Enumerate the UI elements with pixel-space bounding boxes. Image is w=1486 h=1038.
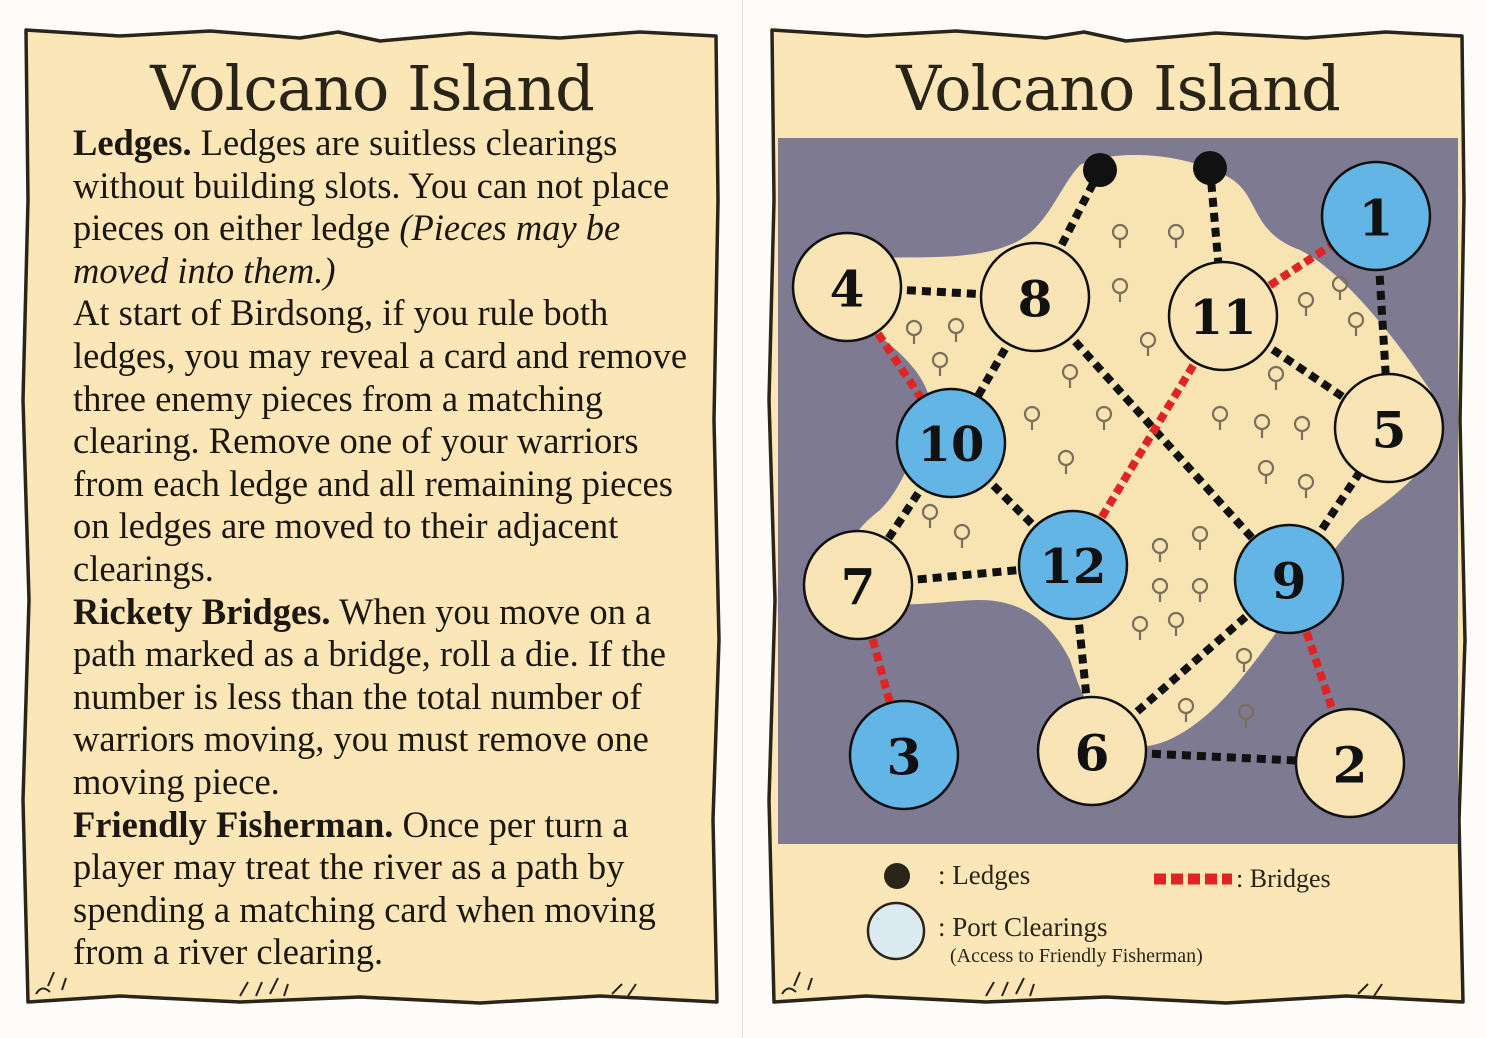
clearing-circle: [895, 387, 1007, 499]
tree-mark: [1151, 577, 1169, 602]
tree-mark: [1347, 311, 1365, 336]
clearing-circle: [1233, 523, 1345, 635]
tree-mark: [931, 351, 949, 376]
left-parchment: [21, 28, 721, 1005]
fisherman-rule: Friendly Fisherman. Once per turn a play…: [73, 804, 713, 974]
clearing-11[interactable]: 11: [1167, 260, 1279, 372]
tree-mark: [1293, 415, 1311, 440]
ledges-heading: Ledges.: [73, 122, 192, 163]
bridges-text: When you move on a path marked as a brid…: [73, 590, 666, 802]
clearing-9[interactable]: 9: [1233, 523, 1345, 635]
tree-mark: [1151, 537, 1169, 562]
path-8-9: [1032, 294, 1292, 582]
tree-markings: [905, 223, 1365, 728]
left-card-title: Volcano Island: [150, 52, 595, 125]
port-legend-marker: [866, 901, 926, 961]
clearing-number: 2: [1333, 736, 1368, 795]
fisherman-text: Once per turn a player may treat the riv…: [73, 803, 656, 973]
tree-mark: [1111, 277, 1129, 302]
ledges: [1083, 151, 1227, 187]
tree-mark: [953, 523, 971, 548]
clearing-circle: [979, 241, 1091, 353]
ledges-text: Ledges are suitless clearings without bu…: [73, 122, 670, 249]
clearing-1[interactable]: 1: [1320, 160, 1432, 272]
bridges-rule: Rickety Bridges. When you move on a path…: [73, 591, 713, 804]
tree-mark: [1139, 331, 1157, 356]
bridges-heading: Rickety Bridges.: [73, 590, 331, 632]
tree-mark: [1297, 291, 1315, 316]
clearing-circle: [848, 699, 960, 811]
clearing-circle: [1017, 509, 1129, 621]
clearing-number: 12: [1040, 539, 1107, 595]
tree-mark: [1331, 275, 1349, 300]
clearing-2[interactable]: 2: [1294, 707, 1406, 819]
clearing-8[interactable]: 8: [979, 241, 1091, 353]
tree-mark: [1095, 405, 1113, 430]
clearing-circle: [791, 231, 903, 343]
clearing-circle: [1036, 695, 1148, 807]
rules-text: Ledges. Ledges are suitless clearings wi…: [73, 122, 713, 974]
ledge-marker: [1083, 153, 1117, 187]
tree-mark: [947, 317, 965, 342]
tree-mark: [1177, 697, 1195, 722]
clearing-number: 1: [1359, 189, 1394, 248]
tree-mark: [1237, 703, 1255, 728]
clearing-circle: [1294, 707, 1406, 819]
tree-mark: [1167, 611, 1185, 636]
ledges-legend-label: : Ledges: [938, 860, 1030, 890]
clearing-5[interactable]: 5: [1333, 372, 1445, 484]
tree-mark: [1297, 473, 1315, 498]
clearing-number: 5: [1372, 401, 1407, 460]
legend: : Ledges : Bridges : Port Clearings (Acc…: [866, 860, 1331, 967]
clearing-number: 9: [1272, 552, 1307, 611]
ledge-path-8: [1031, 168, 1104, 299]
right-card-title: Volcano Island: [896, 52, 1341, 125]
clearing-number: 10: [918, 417, 985, 473]
tree-mark: [1131, 615, 1149, 640]
clearing-number: 4: [830, 260, 865, 319]
ledge-marker: [1193, 151, 1227, 185]
clearing-circle: [1167, 260, 1279, 372]
tree-mark: [921, 503, 939, 528]
clearing-circle: [1320, 160, 1432, 272]
port-legend-label: : Port Clearings: [938, 912, 1108, 942]
ledges-birdsong-rule: At start of Birdsong, if you rule both l…: [73, 292, 688, 589]
tree-mark: [1191, 525, 1209, 550]
tree-mark: [1057, 449, 1075, 474]
tree-mark: [1211, 405, 1229, 430]
card-divider: [742, 0, 743, 1038]
tree-mark: [1167, 223, 1185, 248]
ledge-legend-marker: [884, 863, 910, 889]
clearing-3[interactable]: 3: [848, 699, 960, 811]
tree-mark: [1111, 223, 1129, 248]
clearing-number: 7: [841, 558, 876, 617]
bridges-legend-label: : Bridges: [1236, 864, 1331, 893]
tree-mark: [1191, 577, 1209, 602]
clearing-10[interactable]: 10: [895, 387, 1007, 499]
tree-mark: [1023, 405, 1041, 430]
tree-mark: [905, 319, 923, 344]
clearing-number: 3: [887, 728, 922, 787]
clearing-7[interactable]: 7: [802, 529, 914, 641]
clearing-circle: [1333, 372, 1445, 484]
tree-mark: [1267, 365, 1285, 390]
clearing-circle: [802, 529, 914, 641]
clearing-6[interactable]: 6: [1036, 695, 1148, 807]
fisherman-heading: Friendly Fisherman.: [73, 803, 394, 845]
clearing-12[interactable]: 12: [1017, 509, 1129, 621]
tree-mark: [1235, 647, 1253, 672]
clearing-number: 11: [1190, 290, 1257, 346]
clearing-4[interactable]: 4: [791, 231, 903, 343]
tree-mark: [1061, 363, 1079, 388]
port-legend-sublabel: (Access to Friendly Fisherman): [950, 945, 1203, 967]
clearing-number: 8: [1018, 270, 1053, 329]
tree-mark: [1257, 459, 1275, 484]
clearing-number: 6: [1075, 724, 1110, 783]
ledges-italic-note: (Pieces may be moved into them.): [73, 207, 621, 291]
ledges-rule: Ledges. Ledges are suitless clearings wi…: [73, 122, 713, 292]
tree-mark: [1253, 413, 1271, 438]
